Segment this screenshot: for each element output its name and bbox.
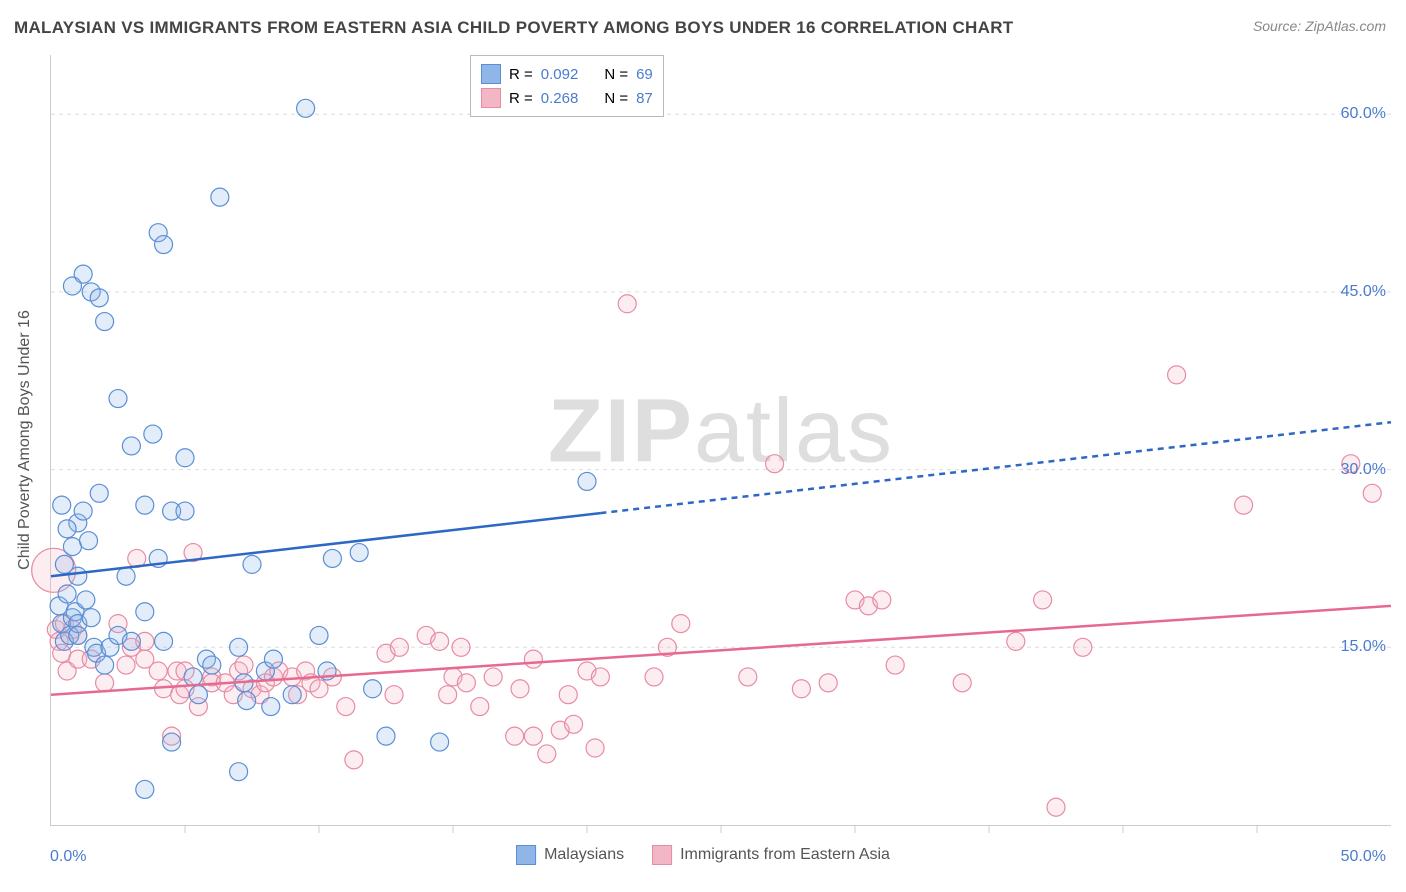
r-value-blue: 0.092 — [541, 66, 579, 83]
legend-label-pink: Immigrants from Eastern Asia — [680, 846, 890, 864]
x-axis-max-label: 50.0% — [1341, 848, 1386, 866]
legend-swatch-pink — [652, 845, 672, 865]
series-legend: Malaysians Immigrants from Eastern Asia — [516, 845, 890, 865]
chart-title: MALAYSIAN VS IMMIGRANTS FROM EASTERN ASI… — [14, 18, 1013, 38]
y-axis-title: Child Poverty Among Boys Under 16 — [16, 310, 34, 570]
r-label: R = — [509, 66, 533, 83]
n-value-pink: 87 — [636, 90, 653, 107]
x-axis-min-label: 0.0% — [50, 848, 86, 866]
y-tick-label: 15.0% — [1341, 638, 1386, 656]
source-attribution: Source: ZipAtlas.com — [1253, 18, 1386, 34]
legend-row-pink: R = 0.268 N = 87 — [481, 86, 653, 110]
legend-swatch-pink — [481, 88, 501, 108]
legend-item-pink: Immigrants from Eastern Asia — [652, 845, 890, 865]
legend-row-blue: R = 0.092 N = 69 — [481, 62, 653, 86]
r-label: R = — [509, 90, 533, 107]
chart-svg — [51, 55, 1391, 825]
y-tick-label: 45.0% — [1341, 283, 1386, 301]
legend-item-blue: Malaysians — [516, 845, 624, 865]
y-tick-label: 30.0% — [1341, 461, 1386, 479]
y-tick-label: 60.0% — [1341, 105, 1386, 123]
legend-swatch-blue — [516, 845, 536, 865]
correlation-legend: R = 0.092 N = 69 R = 0.268 N = 87 — [470, 55, 664, 117]
legend-label-blue: Malaysians — [544, 846, 624, 864]
r-value-pink: 0.268 — [541, 90, 579, 107]
legend-swatch-blue — [481, 64, 501, 84]
n-value-blue: 69 — [636, 66, 653, 83]
n-label: N = — [604, 90, 628, 107]
n-label: N = — [604, 66, 628, 83]
plot-area: ZIPatlas — [50, 55, 1391, 826]
